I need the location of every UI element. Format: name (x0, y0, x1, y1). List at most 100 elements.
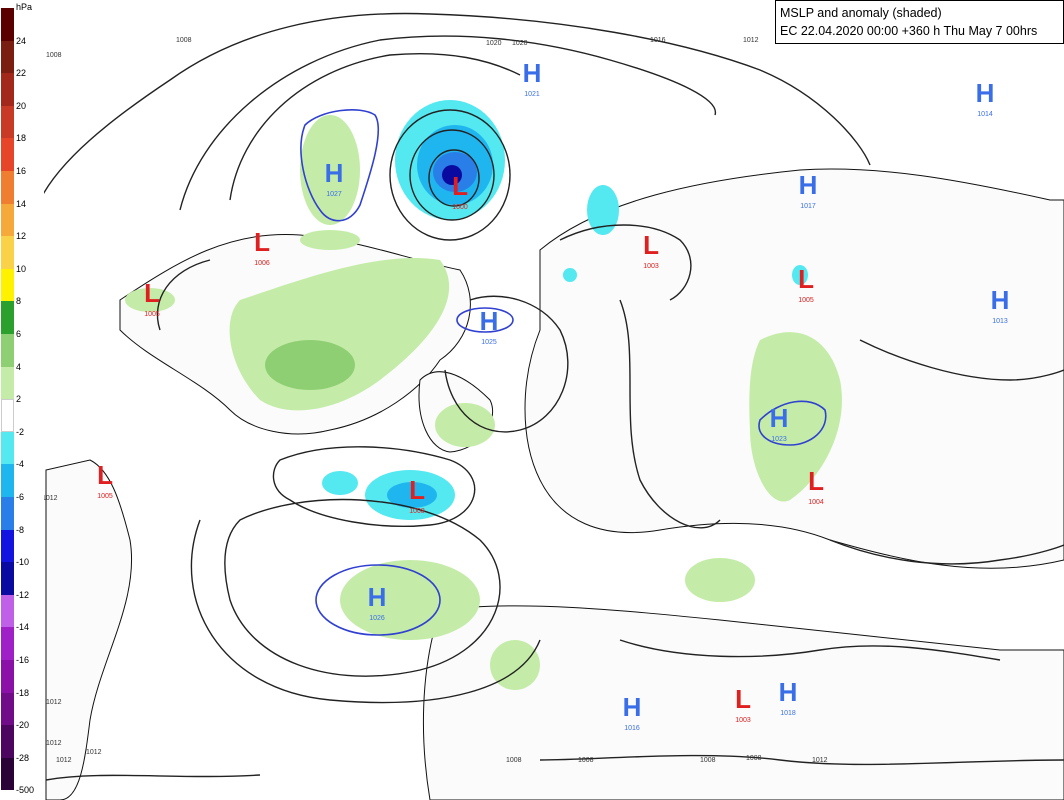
colorbar-swatch (1, 301, 14, 334)
svg-text:1025: 1025 (481, 339, 497, 346)
low-center: L 1005 (144, 278, 160, 318)
colorbar-unit: hPa (16, 2, 33, 12)
high-center: H 1025 (480, 306, 499, 346)
colorbar-swatch (1, 431, 14, 465)
colorbar-label: -18 (16, 687, 30, 698)
colorbar-label: -20 (16, 720, 30, 731)
high-center: H 1013 (991, 285, 1010, 325)
contour-label: 1008 (746, 755, 762, 762)
colorbar-swatch (1, 594, 14, 628)
colorbar-swatch (1, 334, 14, 367)
high-center: H 1017 (799, 170, 818, 210)
contour-label: 1012 (46, 699, 62, 706)
colorbar-label: -6 (16, 492, 25, 502)
svg-text:L: L (452, 171, 468, 201)
low-center: L 1008 (409, 475, 425, 515)
colorbar-swatch (1, 73, 14, 106)
colorbar-swatch (1, 138, 14, 171)
low-center: L 1003 (643, 230, 659, 270)
colorbar-swatch (1, 529, 14, 563)
svg-text:L: L (254, 227, 270, 257)
svg-text:1018: 1018 (780, 710, 796, 717)
colorbar-label: 16 (16, 166, 27, 176)
pressure-centers: H 1021 H 1027 L 1000 L 1006 L 1005 H 1025 L 100… (97, 58, 1009, 732)
contour-label: 1020 (486, 40, 502, 47)
svg-text:1003: 1003 (643, 263, 659, 270)
low-center: L 1000 (452, 171, 468, 211)
map-title: MSLP and anomaly (shaded) (780, 6, 942, 20)
colorbar-label: -12 (16, 589, 30, 600)
svg-text:H: H (976, 78, 995, 108)
colorbar-swatch (1, 692, 14, 726)
svg-text:H: H (523, 58, 542, 88)
contour-label: 1012 (56, 757, 72, 764)
low-center: L 1005 (798, 264, 814, 304)
colorbar-label: 14 (16, 198, 27, 209)
colorbar-swatch (1, 8, 14, 41)
contour-label: 1008 (578, 757, 594, 764)
svg-text:1026: 1026 (369, 615, 385, 622)
contour-label: 1008 (506, 757, 522, 764)
high-center: H 1027 (325, 158, 344, 198)
contour-label: 1012 (46, 740, 62, 747)
svg-text:1005: 1005 (144, 311, 160, 318)
svg-text:1014: 1014 (977, 111, 993, 118)
high-center: H 1023 (770, 403, 789, 443)
contour-label: 1016 (650, 37, 666, 44)
colorbar-swatch (1, 268, 14, 302)
colorbar-label: -4 (16, 459, 25, 470)
colorbar-label: -10 (16, 557, 30, 568)
svg-text:H: H (779, 677, 798, 707)
svg-text:H: H (368, 582, 387, 612)
high-center: H 1021 (523, 58, 542, 98)
svg-text:1008: 1008 (409, 508, 425, 515)
svg-text:1005: 1005 (97, 493, 113, 500)
svg-text:L: L (798, 264, 814, 294)
anomaly-shading (125, 100, 842, 690)
svg-text:H: H (770, 403, 789, 433)
run-info: EC 22.04.2020 00:00 +360 h Thu May 7 00h… (780, 24, 1038, 38)
svg-text:L: L (643, 230, 659, 260)
colorbar-swatch (1, 171, 14, 204)
colorbar-swatch (1, 757, 14, 791)
colorbar-label: 24 (16, 35, 27, 46)
low-center: L 1005 (97, 460, 113, 500)
svg-text:1016: 1016 (624, 725, 640, 732)
low-center: L 1004 (808, 466, 824, 506)
svg-text:L: L (97, 460, 113, 490)
title-box: MSLP and anomaly (shaded) EC 22.04.2020 … (775, 0, 1064, 44)
svg-text:1005: 1005 (798, 297, 814, 304)
colorbar-swatch (1, 562, 14, 595)
colorbar-label: -2 (16, 426, 25, 437)
svg-text:H: H (325, 158, 344, 188)
colorbar-swatch (1, 497, 14, 530)
contour-label: 1012 (812, 757, 828, 764)
isobars (39, 12, 1064, 781)
contour-label: 1008 (46, 52, 62, 59)
svg-text:L: L (144, 278, 160, 308)
colorbar-label: 6 (16, 329, 22, 339)
svg-text:1003: 1003 (735, 717, 751, 724)
svg-text:L: L (409, 475, 425, 505)
colorbar-label: -28 (16, 752, 30, 763)
svg-text:L: L (808, 466, 824, 496)
colorbar-swatch (1, 203, 14, 237)
colorbar-label: 20 (16, 100, 27, 111)
colorbar-swatch (1, 236, 14, 269)
svg-text:1013: 1013 (992, 318, 1008, 325)
svg-text:1004: 1004 (808, 499, 824, 506)
svg-text:1017: 1017 (800, 203, 816, 210)
svg-text:H: H (480, 306, 499, 336)
high-isobars (300, 109, 827, 636)
colorbar-swatch (1, 627, 14, 660)
colorbar-label: -16 (16, 655, 30, 665)
contour-label: 1008 (176, 37, 192, 44)
high-center: H 1016 (623, 692, 642, 732)
high-center: H 1026 (368, 582, 387, 622)
colorbar-swatch (1, 40, 14, 74)
svg-text:H: H (623, 692, 642, 722)
colorbar-swatch (1, 366, 14, 400)
colorbar-label: 18 (16, 133, 27, 144)
colorbar-label: 8 (16, 296, 22, 307)
